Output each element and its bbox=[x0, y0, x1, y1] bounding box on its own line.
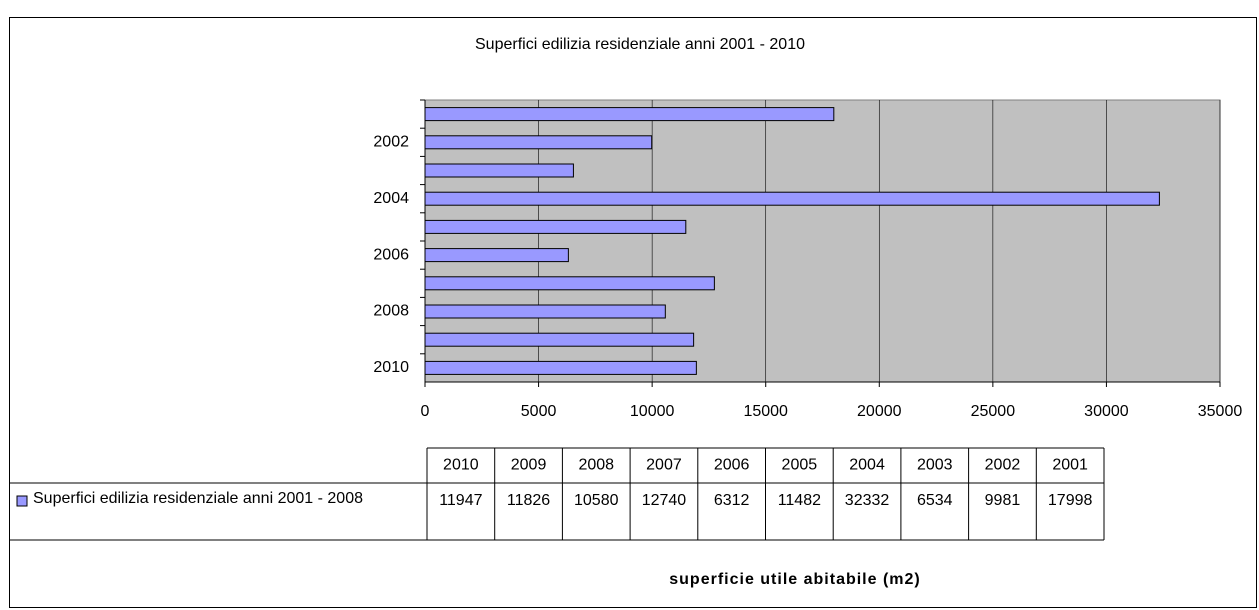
x-tick-label: 20000 bbox=[857, 403, 902, 420]
x-tick-label: 15000 bbox=[743, 403, 788, 420]
x-axis-title: superficie utile abitabile (m2) bbox=[669, 571, 921, 588]
table-header: 2001 bbox=[1052, 457, 1088, 474]
table-header: 2004 bbox=[849, 457, 885, 474]
table-header: 2009 bbox=[511, 457, 547, 474]
table-value: 11947 bbox=[439, 492, 482, 509]
table-header: 2003 bbox=[917, 457, 953, 474]
table-value: 6534 bbox=[917, 492, 953, 509]
table-header: 2005 bbox=[782, 457, 818, 474]
bar bbox=[424, 304, 666, 319]
table-header: 2002 bbox=[985, 457, 1021, 474]
table-value: 11826 bbox=[507, 492, 550, 509]
bar bbox=[424, 163, 574, 178]
y-tick-label: 2002 bbox=[373, 134, 409, 151]
table-value: 6312 bbox=[714, 492, 750, 509]
x-tick-label: 10000 bbox=[630, 403, 675, 420]
legend-label-box: Superfici edilizia residenziale anni 200… bbox=[33, 490, 363, 507]
x-tick-label: 30000 bbox=[1084, 403, 1129, 420]
x-tick-label: 5000 bbox=[521, 403, 557, 420]
chart-title: Superfici edilizia residenziale anni 200… bbox=[475, 36, 805, 53]
bar bbox=[424, 332, 695, 347]
x-tick-label: 25000 bbox=[971, 403, 1016, 420]
bar bbox=[424, 135, 653, 150]
bar bbox=[424, 248, 569, 263]
bar bbox=[424, 107, 835, 122]
table-value: 17998 bbox=[1048, 492, 1093, 509]
table-header: 2007 bbox=[646, 457, 682, 474]
bar bbox=[424, 276, 715, 291]
legend-label: Superfici edilizia residenziale anni 200… bbox=[33, 490, 363, 507]
legend-key bbox=[16, 495, 28, 507]
table-header: 2010 bbox=[443, 457, 479, 474]
y-tick-label: 2008 bbox=[373, 303, 409, 320]
table-value: 11482 bbox=[778, 492, 821, 509]
table-header: 2008 bbox=[578, 457, 614, 474]
y-tick-label: 2004 bbox=[373, 190, 409, 207]
table-value: 10580 bbox=[574, 492, 619, 509]
y-tick-label: 2010 bbox=[373, 359, 409, 376]
x-tick-label: 35000 bbox=[1198, 403, 1243, 420]
table-value: 12740 bbox=[642, 492, 687, 509]
table-header: 2006 bbox=[714, 457, 750, 474]
bar bbox=[424, 360, 697, 375]
table-value: 32332 bbox=[845, 492, 890, 509]
bar bbox=[424, 219, 687, 234]
bar bbox=[424, 191, 1160, 206]
table-value: 9981 bbox=[985, 492, 1021, 509]
x-tick-label: 0 bbox=[421, 403, 430, 420]
y-tick-label: 2006 bbox=[373, 246, 409, 263]
